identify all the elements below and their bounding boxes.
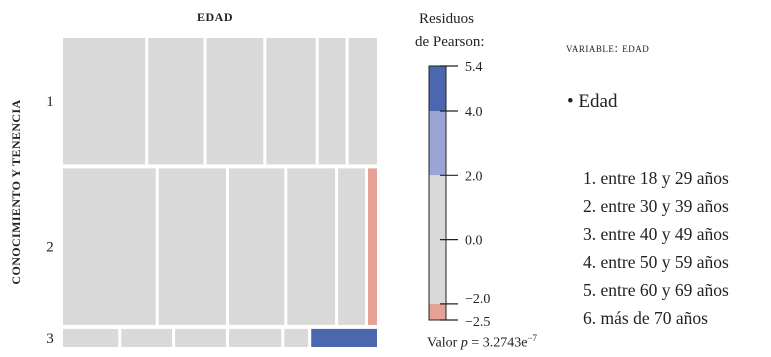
legend-item: 3. entre 40 y 49 años: [583, 224, 729, 244]
legend-list: 1. entre 18 y 29 años 2. entre 30 y 39 a…: [583, 164, 729, 332]
colorbar-band: [429, 111, 446, 176]
colorbar-band: [429, 303, 446, 320]
colorbar-tick-label: 2.0: [465, 169, 483, 184]
mosaic-tile: [175, 328, 226, 347]
legend-title: variable: edad: [566, 40, 650, 55]
mosaic-tile: [148, 38, 204, 165]
legend-item: 5. entre 60 y 69 años: [583, 280, 729, 300]
legend-item: 4. entre 50 y 59 años: [583, 252, 729, 272]
legend-item: 6. más de 70 años: [583, 308, 708, 328]
mosaic-tile: [229, 328, 282, 347]
mosaic-tile: [338, 168, 365, 325]
mosaic-tile: [284, 328, 309, 347]
row-label: 1: [46, 94, 54, 110]
legend-item: 1. entre 18 y 29 años: [583, 168, 729, 188]
colorbar-tick-label: −2.0: [465, 292, 490, 307]
row-label: 2: [46, 240, 54, 256]
colorbar-band: [429, 175, 446, 304]
mosaic-tile: [63, 328, 119, 347]
row-label: 3: [46, 331, 54, 347]
colorbar-title: Residuos: [419, 11, 474, 27]
mosaic-tile: [348, 38, 377, 165]
mosaic-tile: [229, 168, 285, 325]
legend-variable-name: Edad: [578, 91, 618, 112]
colorbar-title: de Pearson:: [415, 34, 485, 50]
colorbar-tick-label: 0.0: [465, 234, 483, 249]
mosaic-tile: [287, 168, 336, 325]
mosaic-tile: [368, 168, 377, 325]
y-axis-title: CONOCIMIENTO Y TENENCIA: [9, 99, 23, 284]
mosaic-tile: [318, 38, 346, 165]
colorbar-tick-label: −2.5: [465, 315, 490, 330]
mosaic-tile: [158, 168, 226, 325]
mosaic-tile: [266, 38, 316, 165]
colorbar-band: [429, 66, 446, 111]
legend-item: 2. entre 30 y 39 años: [583, 196, 729, 216]
colorbar-tick-label: 4.0: [465, 105, 483, 120]
colorbar-frame: [428, 65, 447, 321]
legend-variable: • Edad: [567, 91, 618, 112]
p-value: Valor p = 3.2743e−7: [427, 333, 538, 351]
mosaic-tile: [63, 38, 146, 165]
x-axis-title: EDAD: [197, 10, 233, 24]
colorbar-tick-label: 5.4: [465, 60, 483, 75]
mosaic-tile: [121, 328, 173, 347]
mosaic-tile: [63, 168, 156, 325]
mosaic-tile: [206, 38, 264, 165]
mosaic-tile: [311, 328, 377, 347]
